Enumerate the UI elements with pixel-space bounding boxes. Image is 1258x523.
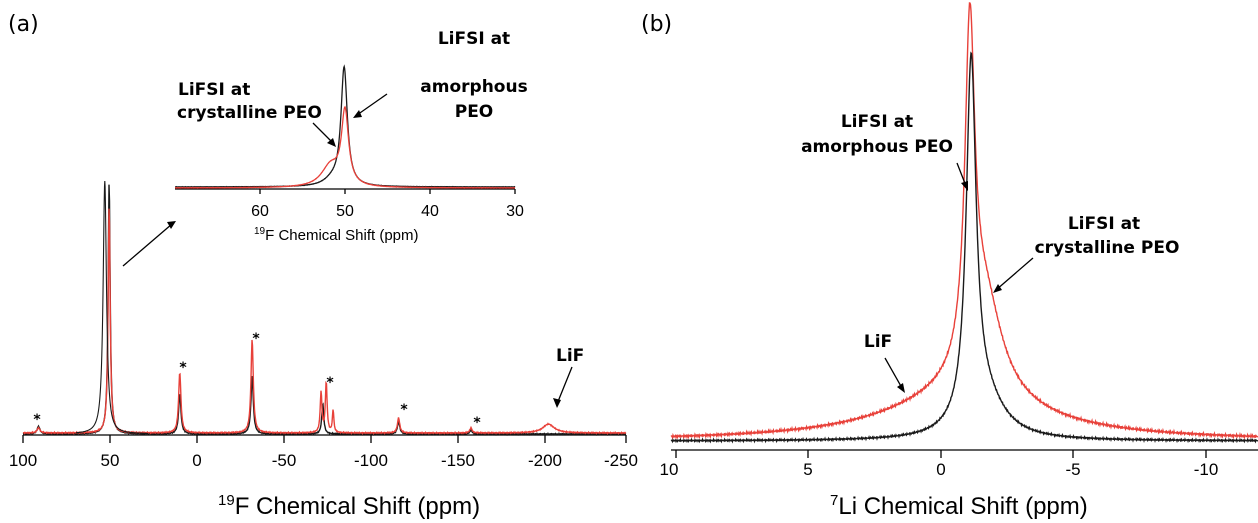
panel-b-label: (b) (641, 12, 672, 37)
panel-b-tick-label: 5 (803, 460, 812, 479)
panel-b-series-black (670, 51, 1258, 444)
spinning-sideband-star: * (473, 415, 481, 431)
panel-a-tick-label: 50 (101, 451, 120, 470)
spinning-sideband-star: * (179, 360, 187, 376)
inset-x-axis-label-sup: 19 (254, 226, 266, 237)
panel-a-tick-label: -250 (604, 451, 638, 470)
spinning-sideband-star: * (252, 331, 260, 347)
arrowhead (353, 110, 362, 118)
inset-tick-label: 30 (506, 203, 524, 220)
panel-b-tick-label: 0 (936, 460, 945, 479)
panel-a: 100 50 0 -50 -100 -150 -200 -250 19F Che… (9, 29, 638, 520)
inset-series-red (175, 105, 516, 189)
panel-a-tick-label: -200 (528, 451, 562, 470)
panel-b-tick-label: -10 (1194, 460, 1219, 479)
arrowhead (993, 284, 1002, 293)
panel-a-x-axis-label: 19F Chemical Shift (ppm) (218, 492, 480, 520)
panel-a-lif-arrow (556, 366, 573, 405)
inset-amorphous-arrow (356, 93, 388, 116)
panel-a-tick-label: -50 (272, 451, 297, 470)
arrowhead (553, 398, 561, 408)
arrowhead (897, 383, 905, 393)
panel-a-series-black (22, 184, 627, 437)
panel-b-x-axis-label-main: Li Chemical Shift (ppm) (838, 493, 1087, 520)
inset-crystalline-arrow (312, 122, 334, 144)
panel-b-x-axis-label: 7Li Chemical Shift (ppm) (830, 492, 1088, 520)
panel-b-crystalline-label-l2: crystalline PEO (1035, 238, 1180, 258)
panel-a-tick-label: -100 (354, 451, 388, 470)
inset-tick-label: 60 (251, 203, 269, 220)
inset-crystalline-label-l1: LiFSI at (178, 80, 250, 100)
panel-a-inset: 60 50 40 30 19F Chemical Shift (ppm) LiF… (175, 29, 528, 244)
panel-b-amorphous-label-l2: amorphous PEO (801, 137, 953, 157)
inset-tick-label: 50 (336, 203, 354, 220)
spinning-sideband-star: * (326, 375, 334, 391)
panel-a-label: (a) (8, 12, 39, 37)
panel-b-series-red (670, 2, 1258, 441)
inset-x-axis-label: 19F Chemical Shift (ppm) (254, 226, 419, 244)
panel-b-x-axis-label-sup: 7 (830, 492, 838, 509)
panel-a-tick-label: 100 (9, 451, 37, 470)
panel-a-x-axis-label-main: F Chemical Shift (ppm) (235, 493, 480, 520)
panel-a-lif-label: LiF (556, 346, 584, 366)
panel-a-x-axis-label-sup: 19 (218, 492, 235, 509)
panel-b-tick-label: 10 (660, 460, 679, 479)
panel-a-tick-label: 0 (192, 451, 201, 470)
panel-a-tick-label: -150 (441, 451, 475, 470)
panel-a-series-black-overlay (76, 180, 148, 434)
inset-amorphous-label-l1: LiFSI at (438, 29, 510, 49)
inset-crystalline-label-l2: crystalline PEO (177, 103, 322, 123)
panel-b-lif-arrow (884, 357, 903, 389)
panel-b-amorphous-label-l1: LiFSI at (841, 112, 913, 132)
panel-b-crystalline-arrow (995, 257, 1034, 291)
panel-b-lif-label: LiF (864, 332, 892, 352)
arrowhead (327, 138, 336, 147)
inset-amorphous-label-l3: PEO (455, 102, 494, 122)
inset-zoom-arrow (122, 223, 173, 267)
arrowhead (961, 181, 968, 191)
spinning-sideband-star: * (33, 412, 41, 428)
inset-series-black (175, 64, 516, 188)
inset-amorphous-label-l2: amorphous (420, 77, 527, 97)
panel-b: 10 5 0 -5 -10 7Li Chemical Shift (ppm) L… (660, 2, 1258, 520)
panel-b-tick-label: -5 (1065, 460, 1080, 479)
spinning-sideband-star: * (400, 402, 408, 418)
inset-tick-label: 40 (421, 203, 439, 220)
arrowhead (167, 221, 176, 229)
panel-b-crystalline-label-l1: LiFSI at (1068, 214, 1140, 234)
inset-x-axis-label-main: F Chemical Shift (ppm) (265, 227, 418, 244)
